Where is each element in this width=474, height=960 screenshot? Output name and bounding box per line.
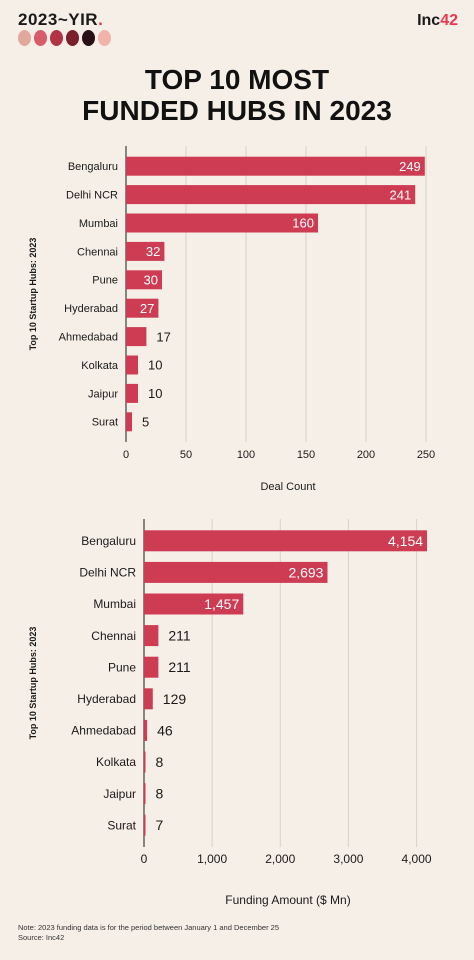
category-label: Surat <box>107 818 136 832</box>
value-label: 27 <box>140 301 154 316</box>
category-label: Delhi NCR <box>66 189 118 201</box>
bar <box>144 656 159 678</box>
bar <box>144 688 153 710</box>
brand-text: Inc <box>417 12 441 29</box>
category-label: Bengaluru <box>81 534 136 548</box>
category-label: Pune <box>108 660 136 674</box>
moon-icon <box>18 30 31 46</box>
moon-icon <box>50 30 63 46</box>
bar <box>144 783 146 805</box>
y-axis-title: Top 10 Startup Hubs: 2023 <box>28 238 38 351</box>
bar <box>126 383 138 403</box>
value-label: 7 <box>156 817 164 833</box>
x-tick-label: 0 <box>141 852 148 866</box>
value-label: 8 <box>156 754 164 770</box>
brand-number: 42 <box>440 12 458 29</box>
bar <box>126 185 416 205</box>
bar <box>126 298 159 318</box>
value-label: 32 <box>146 244 160 259</box>
x-tick-label: 150 <box>297 449 315 461</box>
yir-label: 2023~YIR <box>18 10 99 29</box>
page-title: TOP 10 MOST FUNDED HUBS IN 2023 <box>0 64 474 126</box>
bar <box>126 327 147 347</box>
bar <box>126 355 138 375</box>
x-tick-label: 3,000 <box>333 852 363 866</box>
moon-icon <box>34 30 47 46</box>
value-label: 160 <box>292 216 314 231</box>
bar <box>144 561 328 583</box>
bar <box>126 213 318 233</box>
value-label: 129 <box>163 691 187 707</box>
category-label: Kolkata <box>81 360 119 372</box>
yir-logo: 2023~YIR. <box>18 10 103 30</box>
value-label: 8 <box>156 786 164 802</box>
category-label: Delhi NCR <box>79 566 136 580</box>
footnote-source: Source: Inc42 <box>18 933 65 942</box>
footnote: Note: 2023 funding data is for the perio… <box>18 923 279 943</box>
category-label: Jaipur <box>88 388 118 400</box>
value-label: 4,154 <box>388 533 423 549</box>
value-label: 2,693 <box>288 564 323 580</box>
category-label: Chennai <box>91 629 136 643</box>
value-label: 17 <box>156 329 170 344</box>
x-tick-label: 200 <box>357 449 375 461</box>
category-label: Kolkata <box>96 755 136 769</box>
bar <box>144 625 159 647</box>
funding-amount-chart: Bengaluru 4,154 Delhi NCR 2,693 Mumbai 1,457 C… <box>28 519 432 907</box>
x-tick-label: 1,000 <box>197 852 227 866</box>
y-axis-title: Top 10 Startup Hubs: 2023 <box>28 627 38 740</box>
title-line-1: TOP 10 MOST <box>144 64 330 95</box>
x-axis-title: Funding Amount ($ Mn) <box>225 893 350 907</box>
category-label: Chennai <box>77 246 118 258</box>
x-tick-label: 4,000 <box>402 852 432 866</box>
x-tick-label: 100 <box>237 449 255 461</box>
category-label: Surat <box>92 417 118 429</box>
moon-icon <box>66 30 79 46</box>
yir-dot: . <box>98 10 104 29</box>
value-label: 10 <box>148 358 162 373</box>
bar <box>126 270 162 290</box>
bar <box>126 412 132 432</box>
footnote-note: Note: 2023 funding data is for the perio… <box>18 923 280 932</box>
value-label: 30 <box>144 272 158 287</box>
bar <box>144 814 146 836</box>
bar <box>144 593 244 615</box>
x-tick-label: 0 <box>123 449 129 461</box>
value-label: 241 <box>389 187 411 202</box>
x-tick-label: 2,000 <box>265 852 295 866</box>
category-label: Hyderabad <box>64 303 118 315</box>
value-label: 46 <box>157 722 173 738</box>
deal-count-chart: Bengaluru 249 Delhi NCR 241 Mumbai 160 Chennai… <box>28 146 435 493</box>
category-label: Jaipur <box>103 787 136 801</box>
value-label: 249 <box>399 159 421 174</box>
value-label: 5 <box>142 414 149 429</box>
category-label: Hyderabad <box>77 692 136 706</box>
value-label: 211 <box>168 628 191 644</box>
x-axis-title: Deal Count <box>260 481 315 493</box>
category-label: Ahmedabad <box>59 331 118 343</box>
title-line-2: FUNDED HUBS IN 2023 <box>82 95 392 126</box>
bar <box>144 751 146 773</box>
bar <box>144 719 148 741</box>
x-tick-label: 50 <box>180 449 192 461</box>
bar <box>126 156 425 176</box>
header: 2023~YIR. Inc42 <box>0 0 474 60</box>
category-label: Mumbai <box>93 597 136 611</box>
bar <box>144 530 428 552</box>
bar <box>126 241 165 261</box>
x-tick-label: 250 <box>417 449 435 461</box>
inc42-logo: Inc42 <box>417 12 458 30</box>
category-label: Pune <box>92 275 118 287</box>
value-label: 10 <box>148 386 162 401</box>
moon-phase-icons <box>18 30 111 46</box>
moon-icon <box>98 30 111 46</box>
value-label: 211 <box>168 659 191 675</box>
moon-icon <box>82 30 95 46</box>
value-label: 1,457 <box>204 596 239 612</box>
category-label: Ahmedabad <box>71 724 136 738</box>
category-label: Mumbai <box>79 218 118 230</box>
category-label: Bengaluru <box>68 161 118 173</box>
